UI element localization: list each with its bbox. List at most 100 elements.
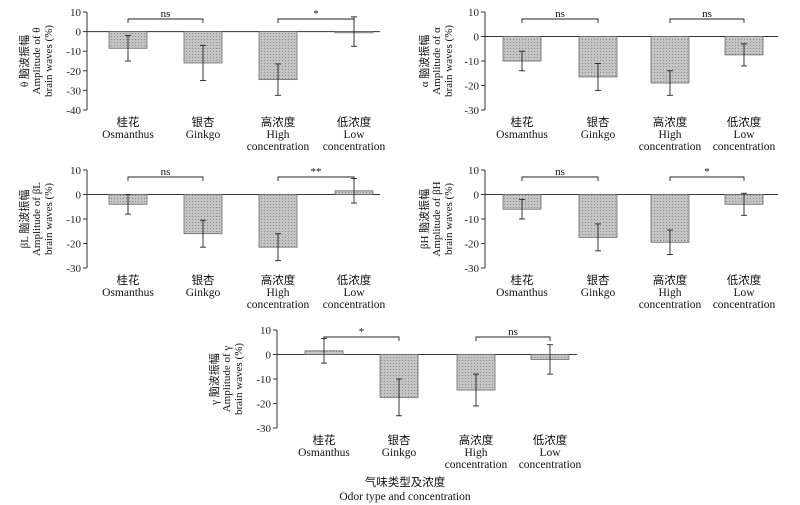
y-axis-label: βH 脑波振幅Amplitude of βHbrain waves (%): [417, 181, 455, 256]
y-tick-label: 0: [474, 32, 480, 44]
category-label: 高浓度: [653, 115, 688, 129]
significance-bracket: [669, 18, 745, 23]
category-label: 高浓度: [459, 433, 494, 447]
category-label: concentration: [639, 299, 702, 311]
significance-label: ns: [555, 166, 565, 178]
category-label: 银杏: [192, 273, 215, 287]
category-label: High: [659, 129, 682, 141]
category-label: concentration: [519, 459, 582, 471]
y-axis-label-line: brain waves (%): [43, 25, 55, 97]
y-axis-label-line: θ 脑波振幅: [17, 35, 31, 87]
category-label: High: [267, 287, 290, 299]
category-label: Low: [539, 447, 561, 459]
significance-label: ns: [508, 326, 518, 338]
y-tick-label: -40: [66, 105, 81, 117]
y-tick-label: 10: [468, 7, 480, 19]
category-label: concentration: [639, 141, 702, 153]
y-tick-label: 10: [260, 325, 272, 337]
category-label: Osmanthus: [496, 287, 548, 299]
significance-bracket: [521, 18, 599, 23]
y-tick-label: -30: [66, 263, 81, 275]
category-label: concentration: [445, 459, 508, 471]
significance-label: ns: [702, 8, 712, 20]
category-label: 银杏: [587, 115, 610, 129]
chart-panel-beta-L: 10 0 -10 -20 -30 βL 脑波振幅Amplitude of βLbrain …: [17, 165, 386, 311]
significance-bracket: [521, 176, 599, 181]
category-label: 低浓度: [337, 115, 372, 129]
y-axis-label-line: brain waves (%): [443, 25, 455, 97]
y-tick-label: 0: [474, 190, 480, 202]
category-label: High: [267, 129, 290, 141]
category-label: 桂花: [117, 115, 140, 129]
y-axis-label-line: βH 脑波振幅: [417, 189, 431, 249]
category-label: 银杏: [388, 433, 411, 447]
significance-label: ns: [161, 8, 171, 20]
category-label: 桂花: [117, 273, 140, 287]
y-tick-label: 10: [70, 7, 82, 19]
y-tick-label: -10: [464, 56, 479, 68]
significance-label: *: [313, 8, 319, 20]
chart-panel-beta-H: 10 0 -10 -20 -30 βH 脑波振幅Amplitude of βHbrain …: [417, 165, 778, 311]
category-label: 低浓度: [727, 273, 762, 287]
significance-label: **: [311, 166, 322, 178]
category-label: concentration: [247, 141, 310, 153]
category-label: Osmanthus: [102, 129, 154, 141]
category-label: Osmanthus: [496, 129, 548, 141]
x-axis-title-zh: 气味类型及浓度: [365, 475, 446, 489]
significance-bracket: [127, 176, 204, 181]
significance-bracket: [127, 18, 204, 23]
y-axis-label-line: Amplitude of θ: [31, 28, 43, 95]
y-axis-label-line: βL 脑波振幅: [17, 190, 31, 249]
y-tick-label: -30: [464, 263, 479, 275]
x-axis-title: 气味类型及浓度 Odor type and concentration: [339, 475, 470, 503]
significance-label: *: [704, 166, 710, 178]
category-label: 低浓度: [337, 273, 372, 287]
category-label: Low: [343, 129, 365, 141]
y-tick-label: -10: [464, 214, 479, 226]
category-label: 高浓度: [261, 115, 296, 129]
y-tick-label: -30: [464, 105, 479, 117]
y-axis-label-line: brain waves (%): [443, 183, 455, 255]
significance-label: ns: [555, 8, 565, 20]
category-label: concentration: [247, 299, 310, 311]
category-label: concentration: [323, 299, 386, 311]
category-label: Ginkgo: [581, 129, 616, 141]
y-axis-label-line: Amplitude of α: [431, 27, 443, 95]
category-label: 桂花: [511, 273, 534, 287]
y-tick-label: 10: [468, 165, 480, 177]
y-tick-label: -20: [66, 66, 81, 78]
category-label: 低浓度: [727, 115, 762, 129]
significance-bracket: [323, 336, 400, 341]
category-label: 银杏: [192, 115, 215, 129]
category-label: 桂花: [313, 433, 336, 447]
y-axis-label: α 脑波振幅Amplitude of αbrain waves (%): [417, 25, 455, 97]
category-label: 高浓度: [653, 273, 688, 287]
y-tick-label: 0: [76, 27, 82, 39]
significance-label: ns: [161, 166, 171, 178]
category-label: Low: [343, 287, 365, 299]
category-label: concentration: [713, 141, 776, 153]
category-label: Ginkgo: [581, 287, 616, 299]
category-label: concentration: [323, 141, 386, 153]
chart-panel-gamma: 10 0 -10 -20 -30 γ 脑波振幅Amplitude of γbrain wa…: [207, 325, 582, 471]
y-tick-label: -20: [464, 81, 479, 93]
category-label: 银杏: [587, 273, 610, 287]
y-tick-label: -10: [256, 374, 271, 386]
y-axis-label-line: Amplitude of βH: [431, 181, 443, 256]
y-tick-label: -20: [256, 399, 271, 411]
significance-label: *: [359, 326, 365, 338]
category-label: 高浓度: [261, 273, 296, 287]
category-label: High: [659, 287, 682, 299]
significance-bracket: [277, 18, 355, 23]
category-label: 低浓度: [533, 433, 568, 447]
y-tick-label: -30: [66, 85, 81, 97]
y-tick-label: -10: [66, 46, 81, 58]
chart-panels: 100-10-20-30-40θ 脑波振幅Amplitude of θbrain…: [17, 7, 778, 471]
category-label: Low: [733, 287, 755, 299]
chart-panel-theta: 10 0 -10 -20 -30 -40 θ 脑波振幅Amplitude of θbrain…: [17, 7, 386, 153]
y-tick-label: 0: [266, 350, 272, 362]
y-axis-label: γ 脑波振幅Amplitude of γbrain waves (%): [207, 343, 245, 415]
y-axis-label-line: Amplitude of γ: [221, 346, 233, 413]
y-axis-label-line: Amplitude of βL: [31, 182, 43, 256]
